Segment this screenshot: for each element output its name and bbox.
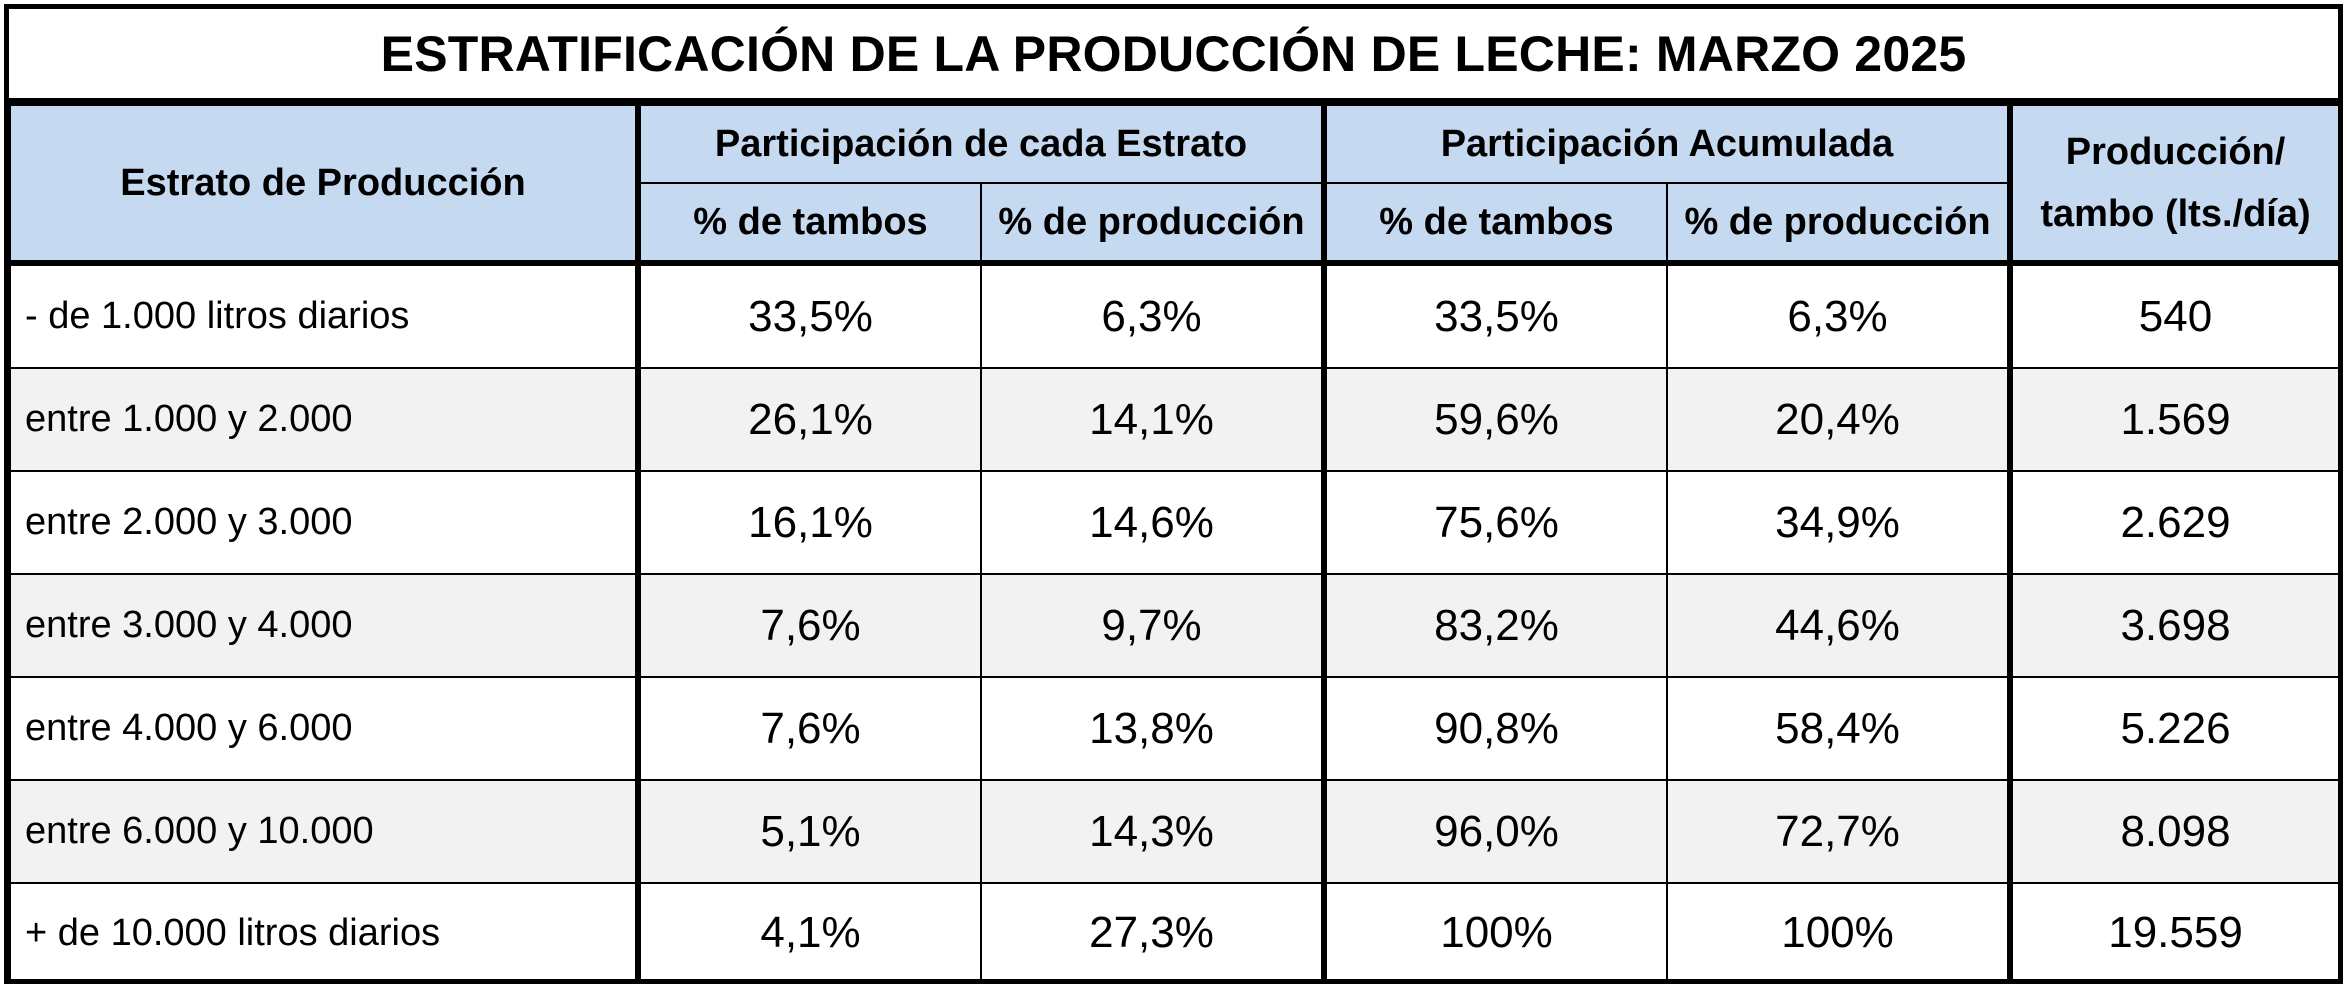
cell-pct-produccion: 6,3% <box>980 262 1325 369</box>
cell-acum-pct-produccion: 72,7% <box>1665 779 2012 884</box>
table-row: entre 4.000 y 6.000 7,6% 13,8% 90,8% 58,4% 5.… <box>9 676 2341 781</box>
table-row: + de 10.000 litros diarios 4,1% 27,3% 100% 1… <box>9 882 2341 984</box>
cell-pct-tambos: 26,1% <box>635 367 982 472</box>
header-participacion-acumulada: Participación Acumulada <box>1320 104 2012 184</box>
stratification-table: Estrato de Producción Participación de c… <box>9 104 2341 984</box>
subheader-pct-tambos: % de tambos <box>635 182 982 266</box>
cell-pct-produccion: 14,3% <box>980 779 1325 884</box>
table-row: entre 6.000 y 10.000 5,1% 14,3% 96,0% 72,7% 8… <box>9 779 2341 884</box>
table-row: entre 3.000 y 4.000 7,6% 9,7% 83,2% 44,6% 3.6… <box>9 573 2341 678</box>
cell-estrato: entre 3.000 y 4.000 <box>9 573 639 678</box>
cell-estrato: - de 1.000 litros diarios <box>9 262 639 369</box>
cell-pct-produccion: 27,3% <box>980 882 1325 984</box>
cell-produccion-tambo: 3.698 <box>2007 573 2341 678</box>
cell-acum-pct-produccion: 6,3% <box>1665 262 2012 369</box>
cell-produccion-tambo: 5.226 <box>2007 676 2341 781</box>
cell-acum-pct-tambos: 75,6% <box>1321 470 1668 575</box>
cell-acum-pct-tambos: 100% <box>1321 882 1668 984</box>
cell-acum-pct-tambos: 33,5% <box>1321 262 1668 369</box>
table-row: entre 1.000 y 2.000 26,1% 14,1% 59,6% 20,4% 1… <box>9 367 2341 472</box>
cell-produccion-tambo: 1.569 <box>2007 367 2341 472</box>
cell-pct-produccion: 14,6% <box>980 470 1325 575</box>
cell-produccion-tambo: 540 <box>2007 262 2341 369</box>
cell-acum-pct-tambos: 59,6% <box>1321 367 1668 472</box>
cell-estrato: entre 2.000 y 3.000 <box>9 470 639 575</box>
cell-estrato: entre 1.000 y 2.000 <box>9 367 639 472</box>
cell-estrato: entre 6.000 y 10.000 <box>9 779 639 884</box>
subheader-acum-pct-produccion: % de producción <box>1665 182 2012 266</box>
cell-acum-pct-produccion: 34,9% <box>1665 470 2012 575</box>
stratification-table-container: ESTRATIFICACIÓN DE LA PRODUCCIÓN DE LECH… <box>4 4 2343 984</box>
cell-pct-produccion: 14,1% <box>980 367 1325 472</box>
cell-produccion-tambo: 8.098 <box>2007 779 2341 884</box>
cell-pct-tambos: 7,6% <box>635 676 982 781</box>
cell-acum-pct-produccion: 44,6% <box>1665 573 2012 678</box>
cell-acum-pct-produccion: 100% <box>1665 882 2012 984</box>
cell-acum-pct-tambos: 83,2% <box>1321 573 1668 678</box>
header-produccion-line1: Producción/ <box>2065 131 2286 173</box>
cell-produccion-tambo: 19.559 <box>2007 882 2341 984</box>
cell-pct-tambos: 7,6% <box>635 573 982 678</box>
cell-estrato: entre 4.000 y 6.000 <box>9 676 639 781</box>
table-row: entre 2.000 y 3.000 16,1% 14,6% 75,6% 34,9% 2… <box>9 470 2341 575</box>
cell-pct-tambos: 16,1% <box>635 470 982 575</box>
cell-pct-produccion: 9,7% <box>980 573 1325 678</box>
cell-acum-pct-produccion: 58,4% <box>1665 676 2012 781</box>
header-produccion-tambo: Producción/ tambo (lts./día) <box>2007 104 2341 266</box>
table-row: - de 1.000 litros diarios 33,5% 6,3% 33,5% 6… <box>9 262 2341 369</box>
cell-pct-produccion: 13,8% <box>980 676 1325 781</box>
cell-pct-tambos: 33,5% <box>635 262 982 369</box>
subheader-pct-produccion: % de producción <box>980 182 1325 266</box>
cell-pct-tambos: 5,1% <box>635 779 982 884</box>
header-produccion-line2: tambo (lts./día) <box>2040 193 2311 235</box>
cell-acum-pct-tambos: 90,8% <box>1321 676 1668 781</box>
cell-acum-pct-produccion: 20,4% <box>1665 367 2012 472</box>
table-title: ESTRATIFICACIÓN DE LA PRODUCCIÓN DE LECH… <box>9 9 2338 104</box>
cell-estrato: + de 10.000 litros diarios <box>9 882 639 984</box>
cell-acum-pct-tambos: 96,0% <box>1321 779 1668 884</box>
subheader-acum-pct-tambos: % de tambos <box>1321 182 1668 266</box>
cell-pct-tambos: 4,1% <box>635 882 982 984</box>
table-body: - de 1.000 litros diarios 33,5% 6,3% 33,5% 6… <box>9 262 2341 984</box>
header-estrato: Estrato de Producción <box>9 104 639 266</box>
header-participacion-estrato: Participación de cada Estrato <box>635 104 1325 184</box>
cell-produccion-tambo: 2.629 <box>2007 470 2341 575</box>
